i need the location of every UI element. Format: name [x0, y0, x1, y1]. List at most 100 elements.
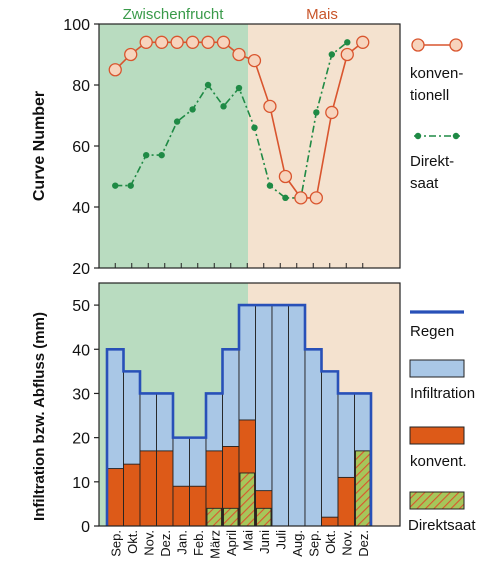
point-konventionell [340, 47, 354, 62]
x-tick-label-month: Dez. [356, 530, 371, 557]
legend-label-direktsaat-1: Direkt- [410, 153, 454, 170]
point-direktsaat [328, 51, 336, 58]
point-konventionell [263, 99, 277, 113]
y-tick-label: 0 [81, 519, 90, 536]
zone-label-zwischenfrucht: Zwischenfrucht [123, 6, 225, 23]
x-tick-label-month: Dez. [158, 530, 173, 557]
legend-label-direktsaat-bar: Direktsaat [408, 517, 476, 534]
y-tick-label: 40 [72, 200, 90, 217]
x-tick-label-month: Sep. [306, 530, 321, 557]
point-konventionell [294, 191, 308, 205]
legend-swatch-konvent [409, 426, 465, 445]
bar-infiltration [304, 348, 322, 527]
legend-swatch-infiltration [409, 359, 465, 378]
y-tick-label: 100 [63, 17, 90, 34]
point-konventionell [155, 35, 169, 49]
bar-direktsaat [256, 507, 272, 527]
zone-label-mais: Mais [306, 6, 338, 23]
bar-infiltration [321, 370, 339, 527]
bottom-plot-frame [98, 282, 401, 527]
y-axis-label-infiltration: Infiltration bzw. Abfluss (mm) [31, 312, 48, 521]
x-tick-label-month: Nov. [339, 530, 354, 556]
legend-label-regen: Regen [410, 323, 454, 340]
point-konventionell [309, 191, 323, 205]
bar-konvent [106, 468, 124, 527]
legend-label-konventionell-1: konven- [410, 65, 463, 82]
x-tick-label-month: Juni [257, 530, 272, 554]
y-tick-label: 40 [72, 342, 90, 359]
infiltration-plot: 0 10 20 30 40 50 Infiltration bzw. Abfluss (mm… [31, 282, 401, 559]
y-tick-label: 80 [72, 78, 90, 95]
point-konventionell [124, 47, 138, 62]
point-direktsaat [127, 182, 134, 189]
point-konventionell [108, 63, 122, 77]
bar-konvent [321, 516, 339, 527]
y-axis-label-curve-number: Curve Number [31, 91, 48, 201]
point-direktsaat [344, 39, 351, 46]
bar-konvent [172, 485, 190, 527]
point-direktsaat [313, 109, 320, 116]
point-direktsaat [235, 84, 243, 92]
point-direktsaat [173, 118, 181, 125]
x-tick-label-month: Nov. [141, 530, 156, 556]
bar-direktsaat [206, 507, 222, 527]
x-tick-label-month: Sep. [108, 530, 123, 557]
y-tick-label: 30 [72, 386, 90, 403]
point-direktsaat [189, 106, 196, 113]
point-direktsaat [266, 182, 274, 189]
y-tick-label: 20 [72, 261, 90, 278]
point-konventionell [356, 35, 370, 49]
point-konventionell [201, 35, 215, 49]
legend-marker-direktsaat [452, 132, 460, 140]
legend-swatch-direktsaat [409, 491, 465, 510]
legend-marker-konventionell [411, 38, 425, 52]
bar-direktsaat [223, 507, 239, 527]
point-konventionell [278, 169, 293, 184]
point-direktsaat [158, 151, 165, 159]
x-tick-label-month: Aug. [290, 530, 305, 557]
x-tick-label-month: Feb. [191, 530, 206, 556]
bar-direktsaat [239, 472, 255, 527]
legend-label-infiltration: Infiltration [410, 385, 475, 402]
mais-zone [248, 24, 400, 268]
zwischenfrucht-zone [99, 24, 248, 268]
bar-direktsaat [355, 450, 371, 527]
point-konventionell [325, 105, 339, 120]
point-direktsaat [204, 81, 212, 89]
x-tick-label-month: Okt. [323, 530, 338, 554]
x-tick-label-month: Juli [273, 530, 288, 550]
point-konventionell [232, 47, 246, 62]
point-direktsaat [112, 182, 119, 189]
bar-konvent [189, 485, 207, 527]
point-direktsaat [251, 124, 258, 131]
y-tick-label: 50 [72, 298, 90, 315]
bar-infiltration [288, 304, 306, 527]
point-konventionell [216, 35, 231, 49]
legend-marker-direktsaat [414, 132, 422, 140]
bar-konvent [123, 463, 141, 527]
series-line-regen [105, 303, 373, 526]
legend-marker-konventionell [449, 38, 463, 52]
y-tick-label: 10 [72, 475, 90, 492]
point-konventionell [185, 35, 200, 49]
legend-label-direktsaat-2: saat [410, 175, 439, 192]
x-tick-label-month: Okt. [125, 530, 140, 554]
point-konventionell [170, 35, 184, 49]
y-tick-label: 60 [72, 139, 90, 156]
y-tick-label: 20 [72, 431, 90, 448]
x-tick-label-month: April [224, 530, 239, 556]
bar-konvent [139, 450, 157, 527]
point-konventionell [139, 35, 153, 49]
legend-label-konventionell-2: tionell [410, 87, 449, 104]
bar-konvent [337, 476, 355, 527]
point-direktsaat [282, 194, 289, 202]
point-direktsaat [142, 151, 150, 159]
x-tick-label-month: Jan. [174, 530, 189, 555]
legend-label-konvent: konvent. [410, 453, 467, 470]
curve-number-plot: Zwischenfrucht Mais 20 40 60 80 100 Curve Numbe… [31, 6, 401, 278]
legend: konven-tionell Direkt-saat Regen Infiltrati… [408, 38, 476, 534]
point-konventionell [247, 53, 262, 68]
bar-konvent [156, 450, 174, 527]
x-tick-label-month: Mai [240, 530, 255, 551]
